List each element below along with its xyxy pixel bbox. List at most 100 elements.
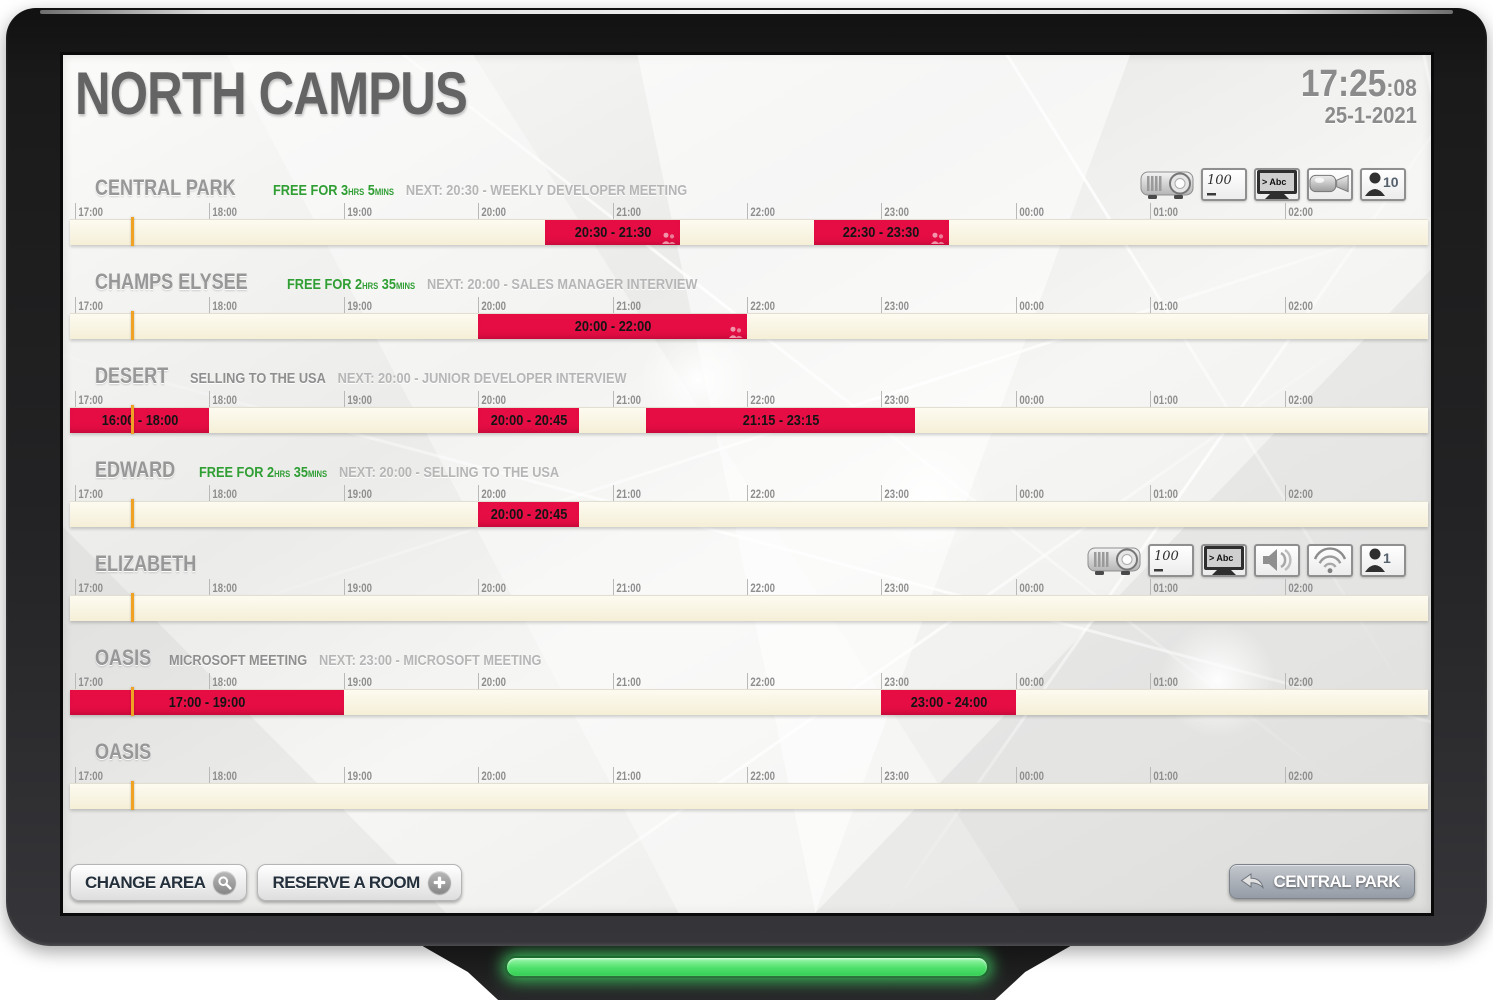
- booking-label: 21:15 - 23:15: [742, 412, 819, 429]
- room-timeline: 17:00 - 19:00 23:00 - 24:00: [70, 687, 1428, 716]
- hour-label: 22:00: [747, 203, 782, 219]
- booking-block[interactable]: 20:30 - 21:30: [545, 220, 680, 245]
- room-status-free: 35: [378, 276, 397, 293]
- booking-block[interactable]: 23:00 - 24:00: [881, 690, 1016, 715]
- booking-label: 16:00 - 18:00: [101, 412, 178, 429]
- screen: NORTH CAMPUS 17:25:08 25-1-2021 CENTRAL …: [63, 55, 1431, 913]
- current-room-button[interactable]: CENTRAL PARK: [1229, 864, 1415, 899]
- hour-label: 23:00: [881, 767, 916, 783]
- hour-label: 23:00: [881, 673, 916, 689]
- room-status-free: 35: [290, 464, 308, 481]
- hour-label: 19:00: [343, 297, 379, 313]
- current-time-marker: [131, 593, 135, 622]
- clock-date: 25-1-2021: [1324, 101, 1417, 128]
- hour-label: 21:00: [612, 203, 648, 219]
- room-row-oasis: OASIS 17:00 18:00 19:00 20:00 21:00 22:00 23:00…: [70, 731, 1428, 810]
- current-time-marker: [131, 499, 135, 528]
- room-status-next: NEXT: 20:00 - SALES MANAGER INTERVIEW: [427, 276, 698, 293]
- whiteboard-icon: 100: [1148, 543, 1194, 577]
- current-time-marker: [131, 687, 135, 716]
- hour-label: 17:00: [75, 767, 110, 783]
- hour-label: 02:00: [1284, 579, 1320, 595]
- hour-label: 20:00: [478, 579, 513, 595]
- room-name: DESERT: [95, 363, 169, 388]
- hour-label: 23:00: [881, 203, 916, 219]
- hour-label: 21:00: [612, 579, 648, 595]
- timeline-hours: 17:00 18:00 19:00 20:00 21:00 22:00 23:00 00:00…: [70, 389, 1428, 407]
- room-status-free-sm: MINS: [307, 469, 327, 479]
- room-status-current: SELLING TO THE USA: [190, 370, 327, 387]
- room-status-free-sm: HRS: [347, 187, 364, 197]
- hour-label: 00:00: [1015, 391, 1051, 407]
- booking-label: 20:00 - 22:00: [574, 318, 651, 335]
- room-name: ELIZABETH: [95, 551, 197, 576]
- hour-label: 01:00: [1150, 673, 1185, 689]
- speaker-icon: [1254, 543, 1300, 577]
- capacity-icon: 10: [1360, 167, 1406, 201]
- footer-actions: CHANGE AREA RESERVE A ROOM: [70, 864, 462, 901]
- hour-label: 19:00: [343, 391, 379, 407]
- reserve-room-button[interactable]: RESERVE A ROOM: [257, 864, 462, 901]
- wifi-icon: [1307, 543, 1353, 577]
- hour-label: 01:00: [1150, 579, 1185, 595]
- room-status: SELLING TO THE USA NEXT: 20:00 - JUNIOR D…: [190, 370, 627, 389]
- booking-block[interactable]: 20:00 - 20:45: [478, 502, 579, 527]
- booking-block[interactable]: 20:00 - 20:45: [478, 408, 579, 433]
- display-icon: > Abc: [1201, 543, 1247, 577]
- room-status-next: NEXT: 23:00 - MICROSOFT MEETING: [319, 652, 542, 669]
- booking-block[interactable]: 17:00 - 19:00: [70, 690, 344, 715]
- current-time-marker: [131, 405, 135, 434]
- booking-label: 23:00 - 24:00: [910, 694, 987, 711]
- booking-label: 20:30 - 21:30: [574, 224, 651, 241]
- hour-label: 00:00: [1015, 485, 1051, 501]
- projector-icon: [1140, 166, 1194, 202]
- hour-label: 17:00: [75, 485, 110, 501]
- booking-block[interactable]: 22:30 - 23:30: [814, 220, 949, 245]
- booking-label: 22:30 - 23:30: [843, 224, 920, 241]
- room-header: ELIZABETH 100 > Abc 1: [70, 543, 1428, 577]
- clock: 17:25:08 25-1-2021: [1301, 65, 1417, 127]
- hour-label: 20:00: [478, 673, 513, 689]
- hour-label: 01:00: [1150, 297, 1185, 313]
- room-status: MICROSOFT MEETING NEXT: 23:00 - MICROSOFT…: [169, 652, 541, 671]
- timeline-hours: 17:00 18:00 19:00 20:00 21:00 22:00 23:00 00:00…: [70, 201, 1428, 219]
- hour-label: 00:00: [1015, 767, 1051, 783]
- hour-label: 21:00: [612, 391, 648, 407]
- room-row-champs-elysee: CHAMPS ELYSEE FREE FOR 2 HRS 35 MINS NEXT: 2…: [70, 261, 1428, 340]
- hour-label: 18:00: [209, 673, 244, 689]
- room-name: OASIS: [95, 739, 152, 764]
- hour-label: 21:00: [612, 673, 648, 689]
- room-status-next: NEXT: 20:00 - SELLING TO THE USA: [338, 464, 559, 481]
- hour-label: 00:00: [1015, 579, 1051, 595]
- hour-label: 19:00: [343, 579, 379, 595]
- hour-label: 19:00: [343, 203, 379, 219]
- hour-label: 22:00: [747, 673, 782, 689]
- hour-label: 17:00: [75, 579, 110, 595]
- booking-label: 20:00 - 20:45: [490, 412, 567, 429]
- whiteboard-icon: 100: [1201, 167, 1247, 201]
- tablet-chin: [422, 946, 1071, 1000]
- hour-label: 19:00: [343, 485, 379, 501]
- booking-block[interactable]: 16:00 - 18:00: [70, 408, 210, 433]
- room-name: OASIS: [95, 645, 152, 670]
- change-area-button[interactable]: CHANGE AREA: [70, 864, 248, 901]
- projector-icon: [1087, 542, 1141, 578]
- current-time-marker: [131, 217, 135, 246]
- rooms-list: CENTRAL PARK FREE FOR 3 HRS 5 MINS NEXT: 20:…: [70, 167, 1428, 825]
- hour-label: 02:00: [1284, 297, 1320, 313]
- camera-icon: [1307, 167, 1353, 201]
- svg-text:1: 1: [1383, 550, 1391, 566]
- current-room-label: CENTRAL PARK: [1273, 871, 1400, 891]
- booking-block[interactable]: 21:15 - 23:15: [646, 408, 915, 433]
- room-equipment-icons: 100 > Abc 1: [1087, 543, 1406, 577]
- change-area-label: CHANGE AREA: [85, 872, 206, 892]
- booking-block[interactable]: 20:00 - 22:00: [478, 314, 747, 339]
- timeline-hours: 17:00 18:00 19:00 20:00 21:00 22:00 23:00 00:00…: [70, 295, 1428, 313]
- hour-label: 21:00: [612, 297, 648, 313]
- hour-label: 22:00: [747, 485, 782, 501]
- room-timeline: 20:00 - 20:45: [70, 499, 1428, 528]
- display-icon: > Abc: [1254, 167, 1300, 201]
- room-name: CHAMPS ELYSEE: [95, 269, 248, 294]
- plus-icon: [427, 871, 451, 894]
- attendees-icon: [728, 326, 744, 338]
